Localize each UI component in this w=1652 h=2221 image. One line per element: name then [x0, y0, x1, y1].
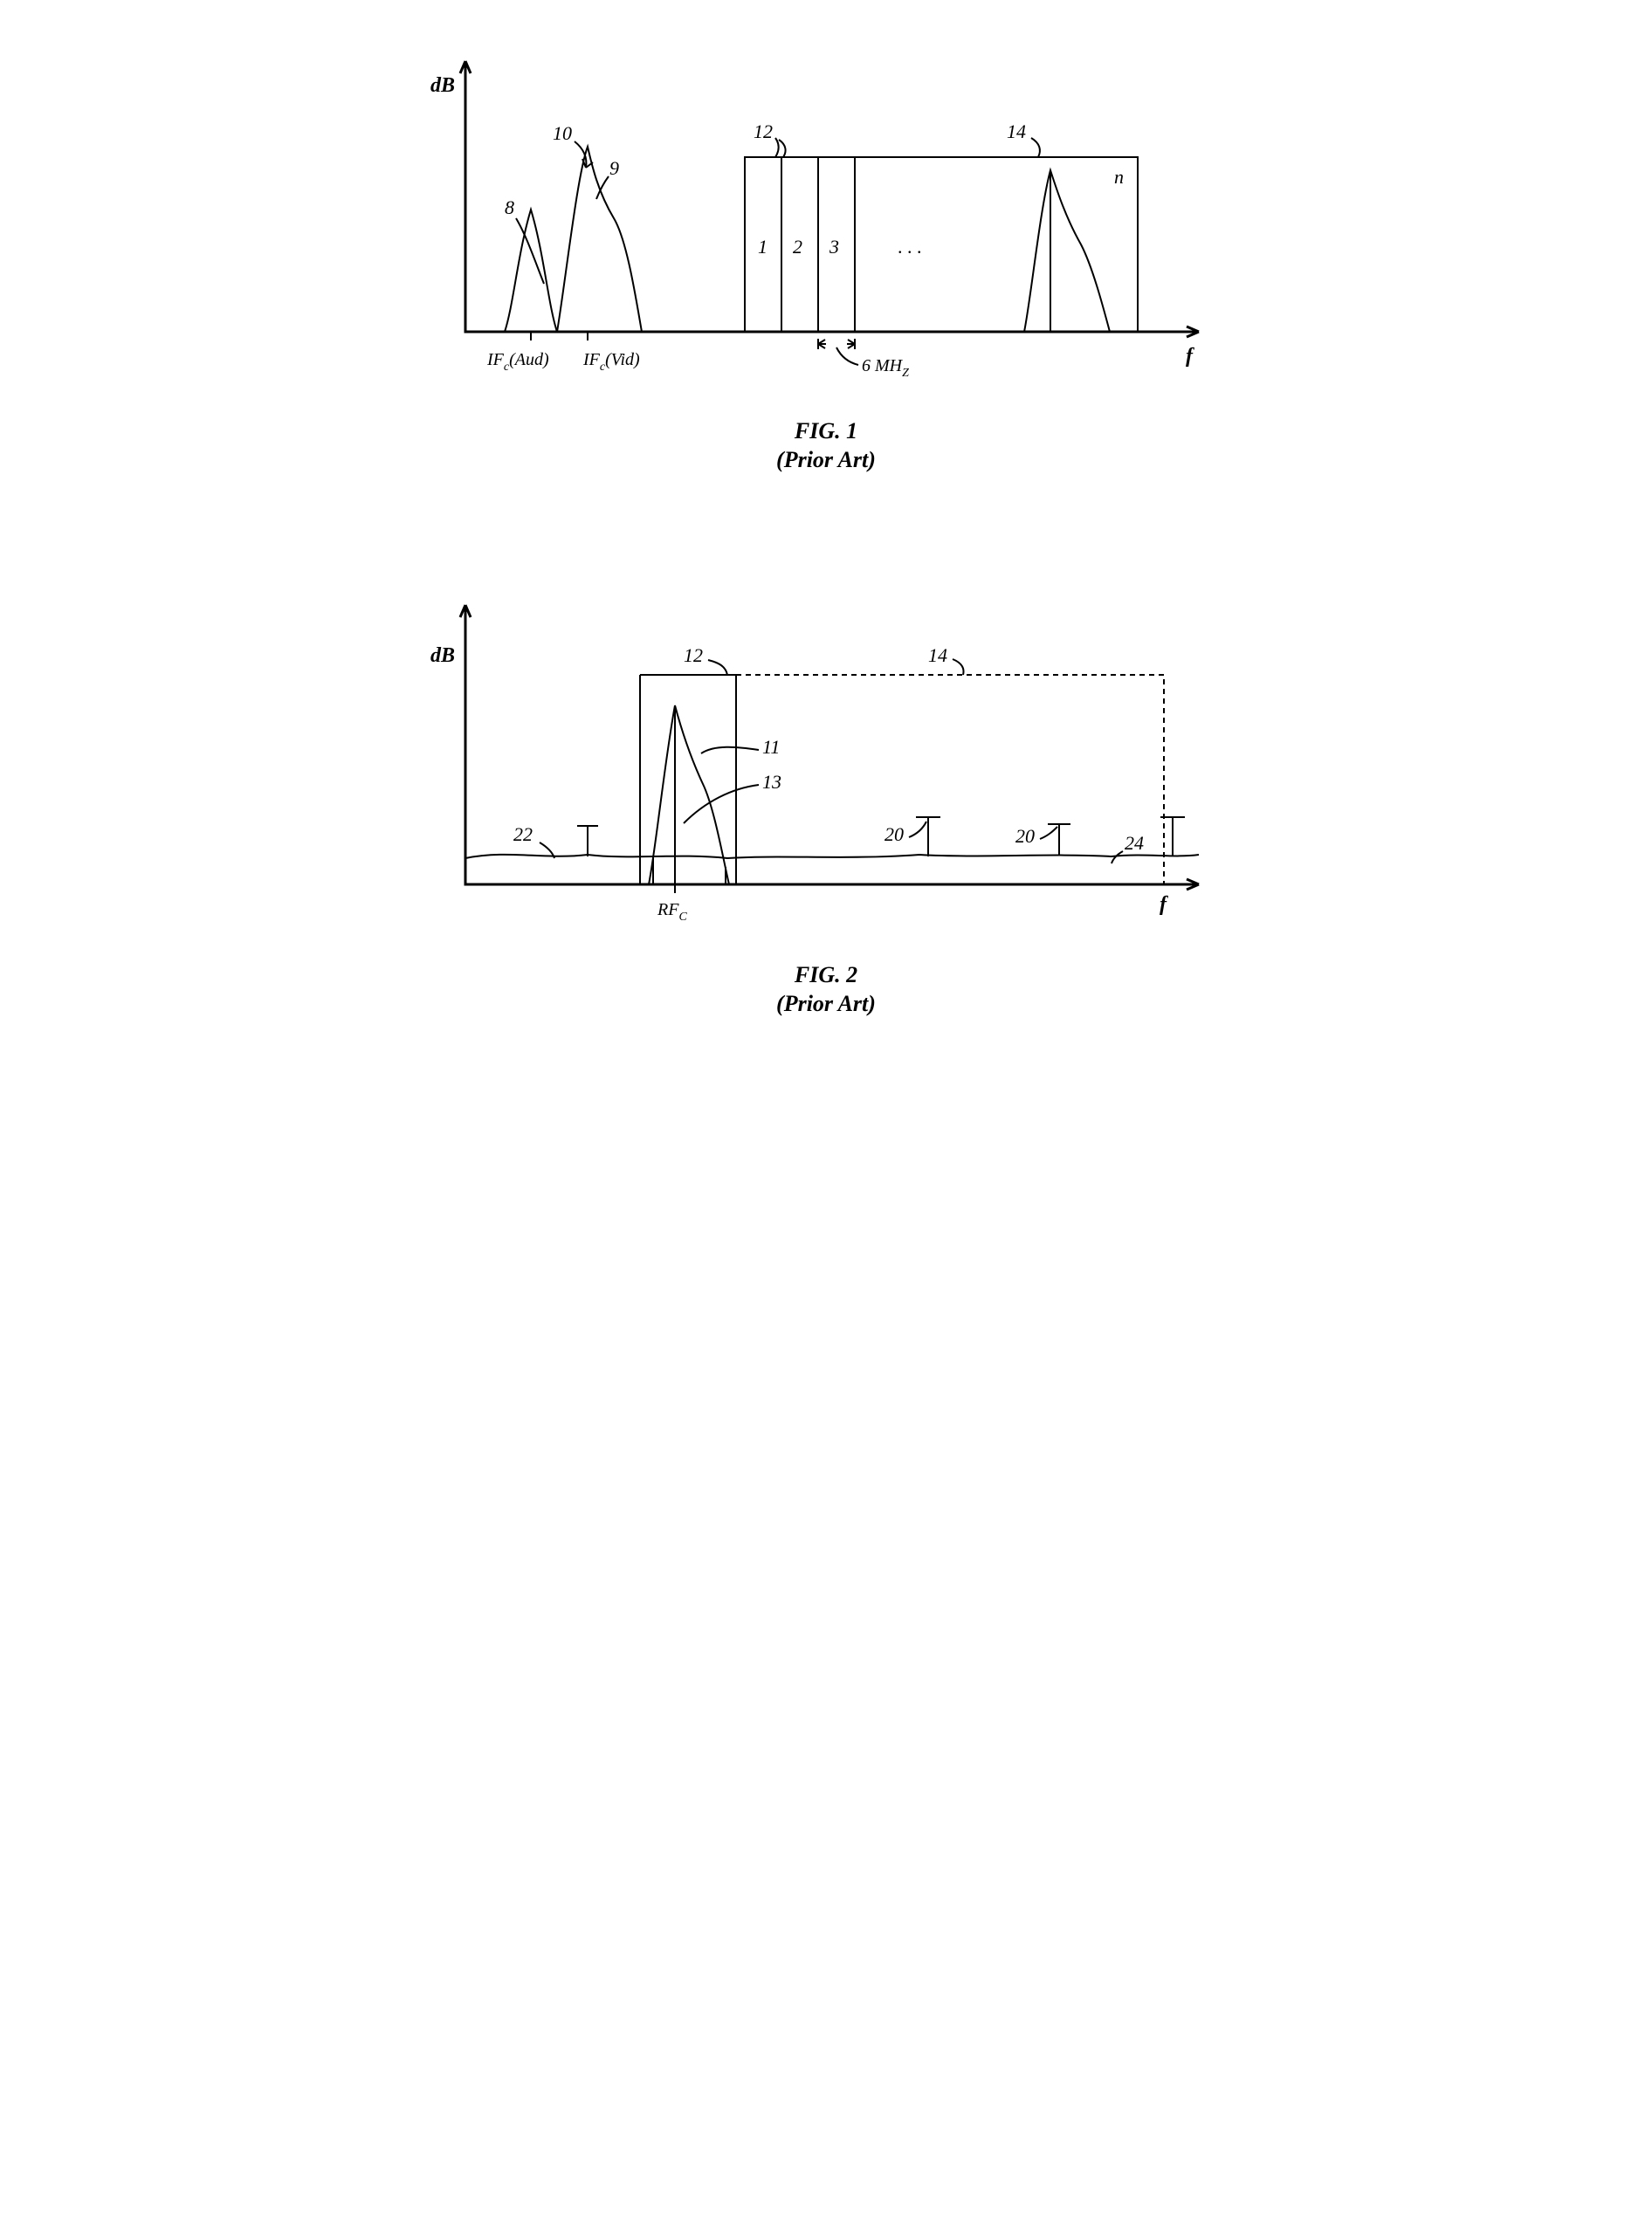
- fig2-caption: FIG. 2 (Prior Art): [413, 961, 1239, 1018]
- ref2-14: 14: [928, 644, 947, 666]
- fig2-axes: [465, 605, 1199, 884]
- spur-1: [577, 826, 598, 856]
- ref2-20b: 20: [1015, 825, 1035, 847]
- fig2-noise-floor: [465, 855, 1199, 858]
- fig1-rf-band: 1 2 3 . . . n: [745, 157, 1138, 332]
- ref2-24-leader: [1112, 851, 1123, 863]
- fig1-ch2: 2: [793, 236, 802, 258]
- ref2-13-leader: [684, 785, 759, 823]
- fig2-x-label: f: [1160, 893, 1168, 916]
- fig1-vid-peak: [557, 147, 642, 332]
- fig2-tick-rf: RFC: [657, 900, 687, 924]
- ref-12-leader: [775, 138, 786, 157]
- fig2-band-dash: [736, 675, 1164, 884]
- fig1-ch1: 1: [758, 236, 767, 258]
- fig2-y-label: dB: [430, 644, 455, 667]
- fig1-aud-peak: [505, 210, 557, 332]
- fig2-svg: dB f 12 14: [413, 579, 1239, 954]
- fig1-y-label: dB: [430, 74, 455, 97]
- ref2-20a-leader: [909, 822, 926, 837]
- figure-2: dB f 12 14: [413, 579, 1239, 1018]
- fig1-6mhz: 6 MHZ: [818, 339, 909, 380]
- fig1-x-label: f: [1186, 345, 1194, 368]
- ref2-20b-leader: [1040, 827, 1057, 839]
- fig1-6mhz-label: 6 MHZ: [862, 356, 909, 380]
- fig1-axes: [465, 61, 1199, 332]
- fig1-svg: dB f 8 10 9: [413, 35, 1239, 410]
- ref2-12-leader: [708, 660, 727, 675]
- ref-14: 14: [1007, 120, 1026, 142]
- ref2-13: 13: [762, 771, 781, 793]
- fig1-chn: n: [1114, 166, 1124, 188]
- fig1-caption-line1: FIG. 1: [795, 418, 857, 444]
- ref-14-leader: [1031, 138, 1040, 157]
- figure-1: dB f 8 10 9: [413, 35, 1239, 474]
- ref2-14-leader: [953, 659, 964, 675]
- spur-3: [1048, 824, 1070, 855]
- fig2-caption-line1: FIG. 2: [795, 962, 857, 987]
- ref-12: 12: [754, 120, 773, 142]
- ref-9: 9: [609, 157, 619, 179]
- fig1-tick-vid: IFc(Vid): [582, 350, 640, 374]
- fig1-ch3: 3: [829, 236, 839, 258]
- ref-8: 8: [505, 196, 514, 218]
- fig2-ch12: [640, 675, 736, 884]
- fig1-caption: FIG. 1 (Prior Art): [413, 417, 1239, 474]
- ref2-20a: 20: [885, 823, 904, 845]
- fig1-dots: . . .: [898, 236, 922, 258]
- ref2-12: 12: [684, 644, 703, 666]
- fig1-if-spectrum: [505, 147, 642, 340]
- ref2-11: 11: [762, 736, 780, 758]
- ref-10: 10: [553, 122, 572, 144]
- fig2-caption-line2: (Prior Art): [776, 991, 876, 1016]
- fig1-chn-signal: [1024, 170, 1110, 332]
- ref2-11-leader: [701, 747, 759, 753]
- fig2-spurs: [577, 817, 1185, 856]
- fig1-tick-aud: IFc(Aud): [486, 350, 549, 374]
- spur-2: [916, 817, 940, 856]
- fig1-band-rect: [745, 157, 1138, 332]
- ref2-24: 24: [1125, 832, 1144, 854]
- ref2-22: 22: [513, 823, 533, 845]
- fig1-caption-line2: (Prior Art): [776, 447, 876, 472]
